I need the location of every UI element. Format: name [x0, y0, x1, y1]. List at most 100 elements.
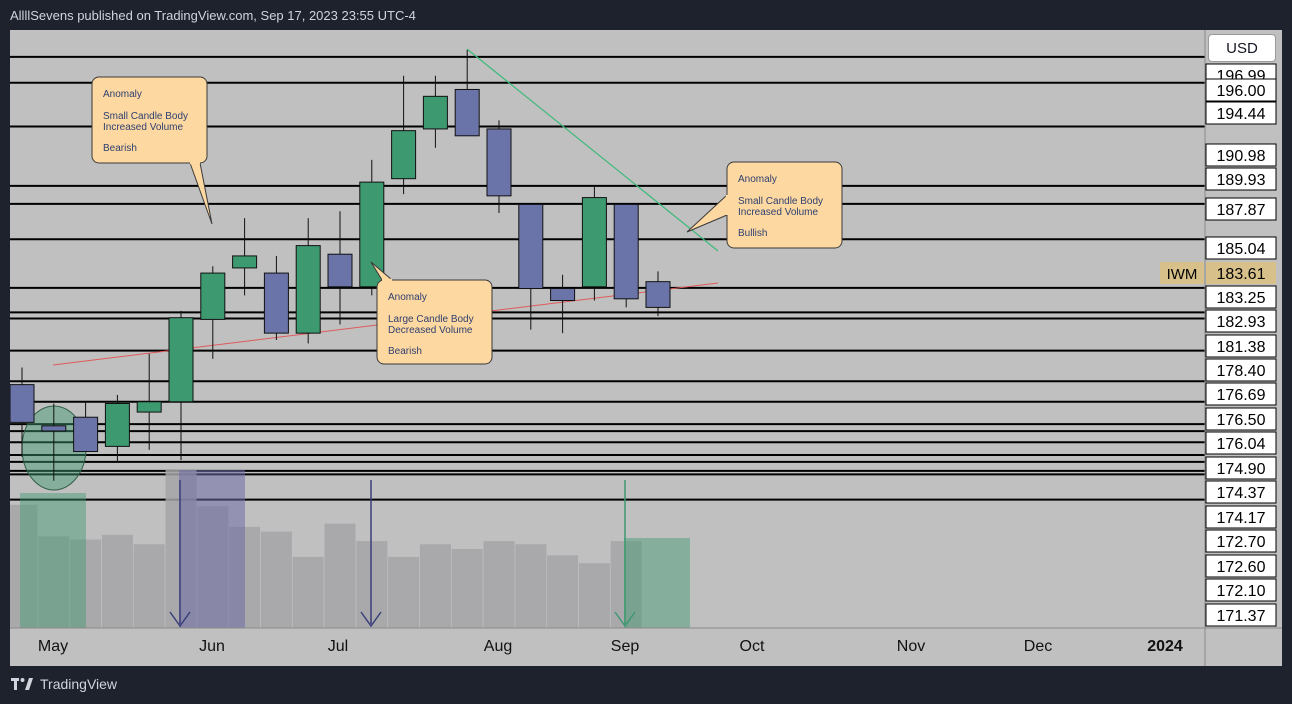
symbol-label: IWM: [1167, 266, 1198, 283]
price-tick-label: 187.87: [1217, 202, 1266, 219]
price-tick-label: 182.93: [1217, 314, 1266, 331]
price-tag-box: [1205, 143, 1277, 167]
candle-body: [104, 402, 130, 447]
price-tick-label: 178.40: [1217, 363, 1266, 380]
price-tick-label: 172.60: [1217, 559, 1266, 576]
price-tag-box: [1205, 285, 1277, 309]
tradingview-logo-icon: [11, 678, 33, 690]
volume-arrow-head: [360, 611, 382, 628]
price-tick-label: 181.38: [1217, 339, 1266, 356]
price-tag-box: [1205, 78, 1277, 102]
price-tick-label: 172.10: [1217, 583, 1266, 600]
price-tag-box: [1205, 334, 1277, 358]
annotation-text: Bearish: [103, 143, 137, 154]
volume-bar: [547, 555, 579, 628]
price-tick-label: 190.98: [1217, 148, 1266, 165]
volume-arrow-head: [169, 611, 191, 628]
volume-bar: [260, 531, 292, 628]
price-tick-label: 174.37: [1217, 485, 1266, 502]
price-tick-label: 176.50: [1217, 412, 1266, 429]
candle-body: [422, 95, 448, 130]
price-tag-box: [1205, 529, 1277, 553]
annotation-box: [376, 279, 493, 365]
time-axis-label: Nov: [897, 638, 925, 655]
price-tag-box: [1205, 456, 1277, 480]
tradingview-brand: TradingView: [10, 676, 117, 692]
volume-bar: [292, 556, 324, 628]
price-tag-box: [1205, 236, 1277, 260]
candle-body: [263, 272, 289, 334]
volume-bar: [578, 563, 610, 628]
volume-bar: [10, 504, 38, 628]
currency-button[interactable]: USD: [1208, 34, 1276, 62]
time-axis-label: Sep: [611, 638, 640, 655]
symbol-tag: [1160, 262, 1204, 284]
candle-body: [645, 281, 671, 308]
volume-bar: [0, 517, 6, 628]
candle-body: [136, 401, 162, 413]
volume-bar: [101, 534, 133, 628]
candle-body: [613, 203, 639, 300]
price-tag-box: [1205, 309, 1277, 333]
candle-body: [486, 128, 512, 197]
annotation-text: Small Candle Body: [738, 196, 823, 207]
price-tag-box: [1205, 431, 1277, 455]
price-tick-label: 183.25: [1217, 290, 1266, 307]
candle-body: [232, 255, 258, 269]
price-tag-box: [1205, 578, 1277, 602]
volume-bar: [451, 549, 483, 628]
price-tag-box: [1205, 197, 1277, 221]
annotation-text: Anomaly: [388, 292, 427, 303]
annotation-pointer: [189, 162, 213, 225]
time-axis-label: May: [38, 638, 68, 655]
candle-body: [518, 203, 544, 290]
annotation-box: [91, 76, 208, 164]
time-axis-label: Aug: [484, 638, 512, 655]
candle-body: [391, 130, 417, 180]
tradingview-brand-label: TradingView: [40, 676, 118, 692]
time-axis-label: Dec: [1024, 638, 1052, 655]
time-axis-label: Oct: [740, 638, 765, 655]
annotation-pointer: [686, 193, 728, 233]
publish-attribution: AllllSevens published on TradingView.com…: [10, 8, 416, 23]
price-tick-label: 194.44: [1217, 106, 1266, 123]
price-tag-box: [1205, 382, 1277, 406]
plot-area: [0, 48, 1205, 628]
volume-bar: [70, 539, 102, 628]
volume-bar: [388, 556, 420, 628]
price-tag-box: [1205, 407, 1277, 431]
candle-body: [550, 288, 576, 302]
price-tick-label: 176.04: [1217, 436, 1266, 453]
price-tag-box: [1205, 167, 1277, 191]
price-tick-label: 196.00: [1217, 83, 1266, 100]
price-tag-box: [1205, 101, 1277, 125]
annotation-text: Increased Volume: [103, 122, 183, 133]
candle-body: [581, 197, 607, 288]
candle-body: [10, 384, 35, 423]
volume-bar: [419, 544, 451, 628]
annotation-text: Small Candle Body: [103, 111, 188, 122]
volume-bar: [133, 544, 165, 628]
volume-bar: [483, 541, 515, 628]
annotation-text: Anomaly: [103, 89, 142, 100]
price-tick-label: 174.90: [1217, 461, 1266, 478]
candle-body: [200, 272, 226, 320]
last-price-tag: [1206, 262, 1276, 284]
annotation-text: Anomaly: [738, 174, 777, 185]
volume-bar: [324, 523, 356, 628]
annotation-text: Decreased Volume: [388, 325, 473, 336]
candle-body: [41, 425, 67, 432]
volume-bar: [515, 544, 547, 628]
price-tick-label: 185.04: [1217, 241, 1266, 258]
annotation-text: Bearish: [388, 346, 422, 357]
volume-arrow-head: [614, 611, 636, 628]
price-tick-label: 176.69: [1217, 387, 1266, 404]
candle-body: [168, 317, 194, 403]
price-tag-box: [1205, 505, 1277, 529]
resistance-trendline: [466, 48, 719, 252]
price-tick-label: 172.70: [1217, 534, 1266, 551]
time-axis-label: Jun: [199, 638, 225, 655]
